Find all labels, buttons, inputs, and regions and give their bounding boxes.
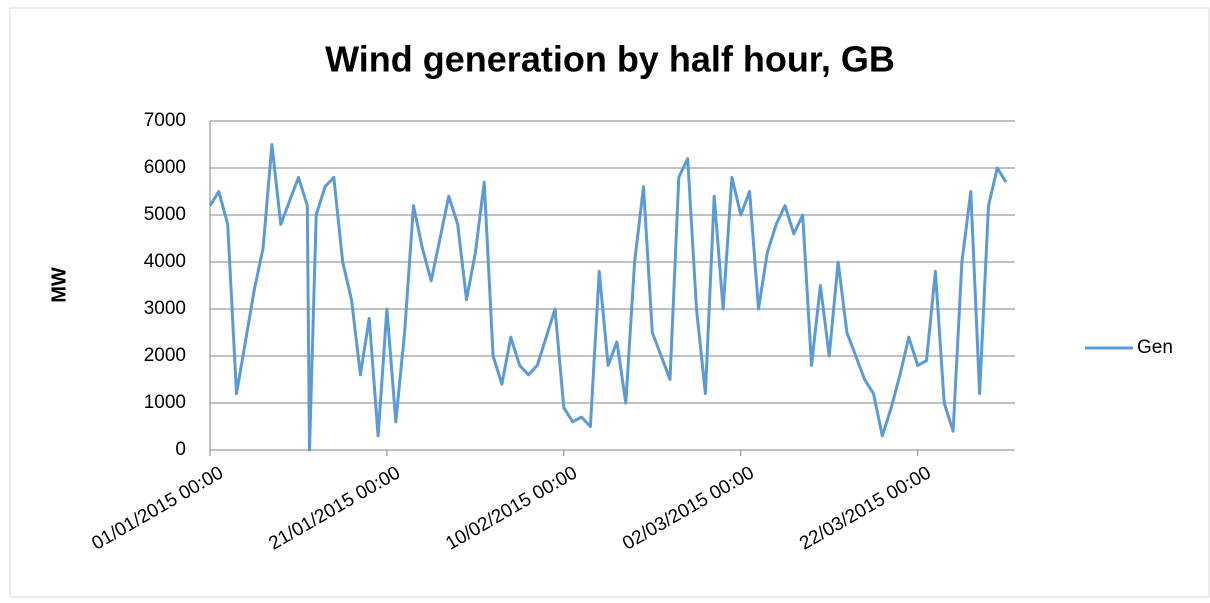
y-axis-label: MW [48, 267, 70, 303]
data-line [208, 143, 1008, 452]
chart-border [9, 7, 1210, 598]
legend-label: Gen [1137, 337, 1173, 358]
y-tick-label: 5000 [144, 204, 186, 225]
y-tick-label: 6000 [144, 157, 186, 178]
chart-title: Wind generation by half hour, GB [325, 39, 895, 80]
y-tick-label: 0 [175, 439, 186, 460]
y-tick-label: 2000 [144, 345, 186, 366]
y-tick-label: 7000 [144, 110, 186, 131]
y-tick-label: 1000 [144, 392, 186, 413]
y-tick-label: 4000 [144, 251, 186, 272]
y-tick-label: 3000 [144, 298, 186, 319]
